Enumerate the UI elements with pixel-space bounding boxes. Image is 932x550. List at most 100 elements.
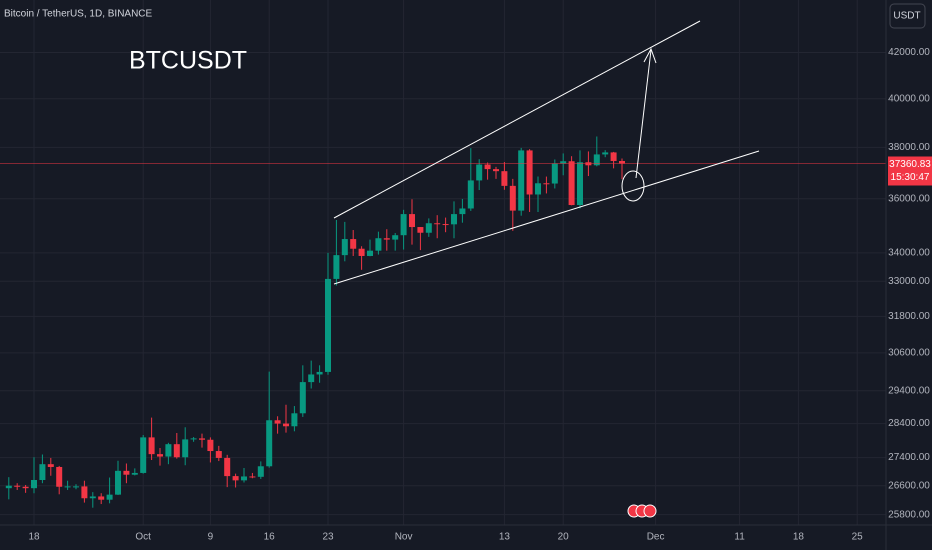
candle-body: [89, 496, 96, 499]
candle-body: [484, 164, 491, 170]
chart-title: BTCUSDT: [129, 47, 247, 75]
candle-body: [173, 444, 180, 458]
y-tick-label: 42000.00: [888, 47, 930, 58]
candle-body: [375, 238, 382, 251]
y-tick-label: 33000.00: [888, 276, 930, 287]
candle-body: [442, 224, 449, 226]
x-tick-label: Oct: [135, 532, 151, 543]
candle-body: [73, 486, 79, 488]
candle-body: [568, 161, 575, 206]
x-tick-label: 18: [793, 532, 805, 543]
candle-body: [123, 470, 130, 475]
y-tick-label: 31800.00: [888, 311, 930, 322]
candle-body: [535, 183, 541, 195]
candle-body: [241, 476, 247, 481]
candle-body: [5, 485, 12, 489]
y-tick-label: 40000.00: [888, 93, 930, 104]
arrow-line[interactable]: [635, 49, 652, 179]
x-tick-label: 9: [208, 532, 214, 543]
candle-body: [333, 255, 340, 279]
candle-body: [543, 183, 550, 185]
candle-body: [199, 438, 205, 440]
candle-body: [47, 464, 54, 467]
candle-body: [291, 413, 298, 427]
x-tick-label: 16: [264, 532, 276, 543]
candle-body: [476, 164, 483, 181]
candle-body: [509, 185, 516, 211]
candle-body: [526, 150, 533, 195]
candle-body: [518, 150, 525, 211]
candle-body: [257, 466, 264, 477]
x-tick-label: Nov: [395, 532, 413, 543]
candle-body: [467, 180, 474, 209]
candle-body: [350, 239, 357, 249]
candle-body: [392, 235, 399, 240]
lower-trend-line[interactable]: [333, 150, 760, 285]
candle-body: [383, 238, 390, 240]
candle-body: [619, 160, 625, 164]
candle-body: [299, 382, 306, 414]
candle-body: [551, 163, 558, 184]
currency-button[interactable]: [889, 3, 926, 29]
x-tick-label: 23: [322, 532, 334, 543]
candle-body: [98, 496, 105, 500]
candle-body: [274, 420, 281, 424]
candle-body: [190, 438, 197, 440]
candle-body: [115, 470, 121, 495]
candle-body: [14, 485, 21, 487]
candle-body: [577, 162, 583, 206]
last-price-box: [888, 156, 932, 186]
candle-body: [165, 444, 172, 457]
x-tick-label: 13: [499, 532, 511, 543]
candle-body: [232, 476, 239, 481]
candle-body: [560, 161, 567, 164]
candle-body: [593, 154, 600, 166]
candle-body: [157, 454, 163, 457]
price-axis: [886, 0, 932, 550]
last-price-label: 37360.83: [889, 159, 931, 170]
candle-body: [493, 169, 499, 172]
y-tick-label: 29400.00: [888, 385, 930, 396]
candle-body: [224, 457, 231, 477]
candle-body: [140, 437, 147, 473]
candle-body: [459, 208, 466, 215]
symbol-line: Bitcoin / TetherUS, 1D, BINANCE: [4, 9, 153, 20]
candle-body: [367, 250, 373, 256]
candle-body: [207, 439, 214, 452]
candle-body: [358, 248, 365, 256]
x-tick-label: 18: [28, 532, 40, 543]
candle-body: [148, 437, 155, 455]
candle-body: [266, 420, 273, 467]
upper-trend-line[interactable]: [333, 20, 701, 219]
event-icon[interactable]: [643, 504, 657, 518]
candle-body: [409, 214, 415, 228]
candle-body: [325, 278, 331, 372]
arrow-head: [643, 47, 657, 64]
candles: [0, 136, 886, 508]
candle-body: [22, 486, 29, 489]
candle-body: [182, 439, 189, 458]
y-tick-label: 26600.00: [888, 480, 930, 491]
candle-body: [434, 223, 441, 225]
currency-label: USDT: [893, 11, 920, 22]
candle-body: [64, 486, 71, 488]
candle-body: [215, 451, 222, 458]
candle-body: [308, 374, 315, 383]
candle-body: [249, 476, 256, 478]
x-tick-label: Dec: [647, 532, 665, 543]
y-tick-label: 28400.00: [888, 418, 930, 429]
candle-body: [341, 239, 348, 256]
countdown-label: 15:30:47: [891, 172, 930, 183]
candle-body: [131, 472, 138, 475]
highlight-circle[interactable]: [621, 170, 645, 202]
candle-body: [106, 494, 113, 500]
y-tick-label: 27400.00: [888, 452, 930, 463]
x-tick-label: 11: [734, 532, 745, 543]
drawings: [333, 20, 760, 285]
candle-body: [400, 214, 407, 236]
candle-body: [39, 464, 46, 481]
candle-body: [610, 152, 617, 161]
candle-body: [316, 371, 323, 375]
